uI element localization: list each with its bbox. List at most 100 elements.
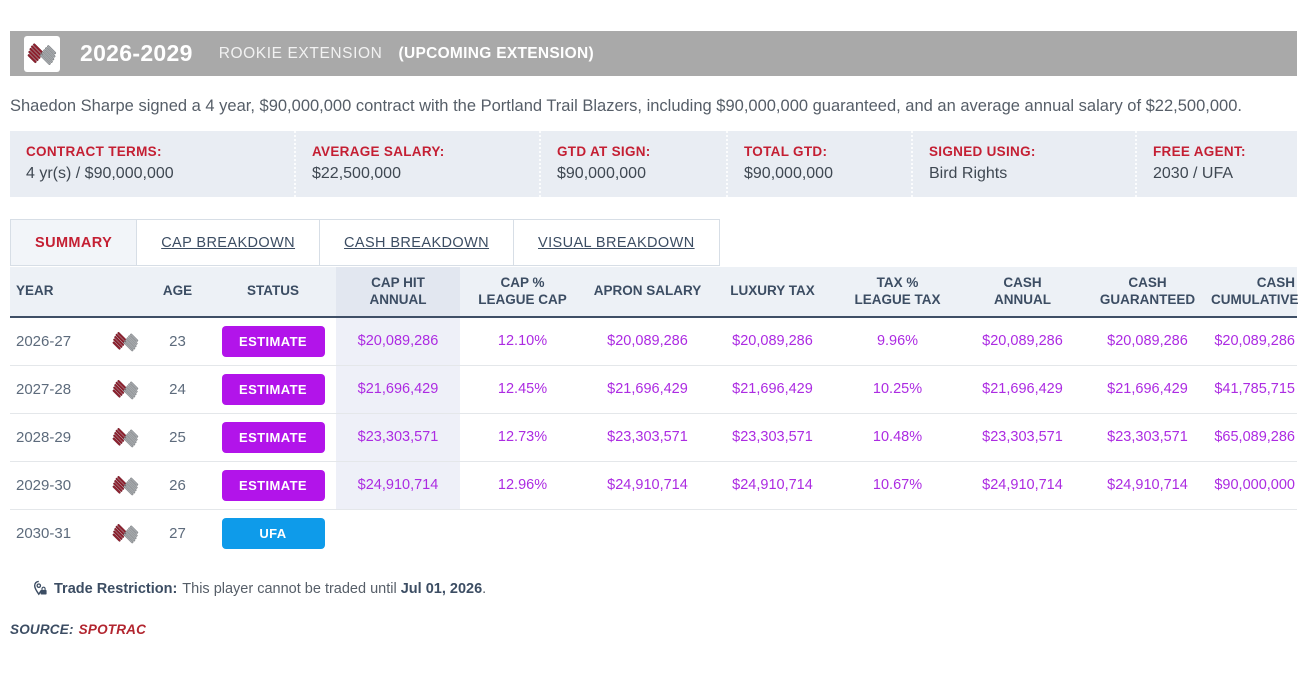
status-badge-estimate: ESTIMATE	[221, 469, 325, 501]
cell-cap_hit: $21,696,429	[336, 365, 460, 414]
cell-cap_hit: $20,089,286	[336, 317, 460, 366]
term-label: AVERAGE SALARY:	[312, 144, 445, 159]
cell-age: 24	[145, 365, 210, 414]
contract-terms-bar: CONTRACT TERMS: 4 yr(s) / $90,000,000 AV…	[10, 131, 1297, 197]
cell-age: 25	[145, 413, 210, 462]
tab-visual-breakdown-label: VISUAL BREAKDOWN	[538, 234, 695, 251]
cell-apron: $23,303,571	[585, 413, 710, 462]
tab-summary-label: SUMMARY	[35, 234, 113, 251]
table-row-2028-29: 2028-29 25 ESTIMATE $23,303,571 12.73% $23,30…	[10, 413, 1297, 462]
pin-lock-icon	[33, 580, 47, 596]
cell-apron: $24,910,714	[585, 461, 710, 510]
tab-cash-breakdown[interactable]: CASH BREAKDOWN	[320, 219, 515, 266]
cell-cash_cum: $20,089,286	[1210, 317, 1297, 366]
cell-tax_pct: 10.67%	[835, 461, 960, 510]
cell-status: ESTIMATE	[210, 317, 336, 366]
cell-cap_pct: 12.96%	[460, 461, 585, 510]
status-badge-estimate: ESTIMATE	[221, 421, 325, 453]
cell-year: 2028-29	[10, 413, 105, 462]
contract-page: 2026-2029 ROOKIE EXTENSION (UPCOMING EXT…	[10, 31, 1299, 637]
cell-cash_gtd: $23,303,571	[1085, 413, 1210, 462]
contract-note: (UPCOMING EXTENSION)	[398, 44, 594, 62]
term-contract-terms: CONTRACT TERMS: 4 yr(s) / $90,000,000	[10, 131, 296, 197]
column-header-cap_pct: CAP % LEAGUE CAP	[460, 267, 585, 318]
cell-apron	[585, 509, 710, 557]
column-header-cash_annual: CASH ANNUAL	[960, 267, 1085, 318]
contract-description: Shaedon Sharpe signed a 4 year, $90,000,…	[10, 97, 1242, 115]
breakdown-tabs: SUMMARY CAP BREAKDOWN CASH BREAKDOWN VIS…	[10, 219, 1297, 266]
trade-restriction-text: This player cannot be traded until Jul 0…	[182, 580, 487, 597]
trade-restriction-date: Jul 01, 2026	[400, 580, 483, 597]
column-header-cap_hit: CAP HIT ANNUAL	[336, 267, 460, 318]
tab-cap-breakdown[interactable]: CAP BREAKDOWN	[137, 219, 321, 266]
cell-cash_gtd: $24,910,714	[1085, 461, 1210, 510]
tab-visual-breakdown[interactable]: VISUAL BREAKDOWN	[514, 219, 720, 266]
term-value: $90,000,000	[557, 165, 646, 182]
term-total-gtd: TOTAL GTD: $90,000,000	[728, 131, 913, 197]
team-logo-icon[interactable]	[112, 424, 139, 451]
team-logo-icon[interactable]	[112, 472, 139, 499]
term-value: 2030 / UFA	[1153, 165, 1234, 182]
trade-restriction-note: Trade Restriction: This player cannot be…	[31, 580, 1297, 597]
column-header-status: STATUS	[210, 267, 336, 318]
cell-status: ESTIMATE	[210, 365, 336, 414]
cell-year: 2027-28	[10, 365, 105, 414]
tab-summary[interactable]: SUMMARY	[10, 219, 138, 266]
cell-logo	[105, 461, 145, 510]
cell-status: UFA	[210, 509, 336, 557]
cell-cash_gtd	[1085, 509, 1210, 557]
column-header-cash_cum: CASH CUMULATIVE	[1210, 267, 1299, 318]
cell-tax_pct: 9.96%	[835, 317, 960, 366]
contract-type: ROOKIE EXTENSION	[218, 44, 383, 62]
team-logo-icon[interactable]	[112, 328, 139, 355]
term-value: Bird Rights	[929, 165, 1008, 182]
cell-cap_pct: 12.10%	[460, 317, 585, 366]
source-link[interactable]: SPOTRAC	[78, 622, 147, 637]
table-row-2030-31: 2030-31 27 UFA	[10, 509, 1297, 557]
cell-age: 23	[145, 317, 210, 366]
cell-cash_cum: $65,089,286	[1210, 413, 1297, 462]
term-signed-using: SIGNED USING: Bird Rights	[913, 131, 1137, 197]
team-logo-icon[interactable]	[112, 520, 139, 547]
column-header-luxury: LUXURY TAX	[710, 267, 835, 318]
source-line: SOURCE: SPOTRAC	[10, 622, 1297, 637]
cell-luxury: $20,089,286	[710, 317, 835, 366]
term-label: CONTRACT TERMS:	[26, 144, 162, 159]
cell-status: ESTIMATE	[210, 413, 336, 462]
term-value: $22,500,000	[312, 165, 401, 182]
cell-cash_gtd: $20,089,286	[1085, 317, 1210, 366]
cell-tax_pct: 10.48%	[835, 413, 960, 462]
table-row-2029-30: 2029-30 26 ESTIMATE $24,910,714 12.96% $24,91…	[10, 461, 1297, 510]
team-logo-box	[24, 35, 60, 72]
table-body: 2026-27 23 ESTIMATE $20,089,286 12.10% $20,08…	[10, 317, 1297, 557]
column-header-logo	[105, 267, 145, 318]
cell-cash_annual: $20,089,286	[960, 317, 1085, 366]
term-label: SIGNED USING:	[929, 144, 1036, 159]
cell-luxury: $21,696,429	[710, 365, 835, 414]
cell-cash_annual: $21,696,429	[960, 365, 1085, 414]
term-value: 4 yr(s) / $90,000,000	[26, 165, 174, 182]
cell-age: 27	[169, 524, 186, 542]
table-header: YEAR AGE STATUS CAP HIT ANNUAL CAP % LEAGUE …	[10, 267, 1299, 318]
cell-cash_cum: $41,785,715	[1210, 365, 1297, 414]
contract-title-bar: 2026-2029 ROOKIE EXTENSION (UPCOMING EXT…	[10, 31, 1297, 76]
cell-cash_annual	[960, 509, 1085, 557]
cell-cash_annual: $23,303,571	[960, 413, 1085, 462]
term-free-agent: FREE AGENT: 2030 / UFA	[1137, 131, 1297, 197]
term-value: $90,000,000	[744, 165, 833, 182]
cell-apron: $20,089,286	[585, 317, 710, 366]
status-badge-estimate: ESTIMATE	[221, 373, 325, 405]
status-badge-ufa: UFA	[221, 517, 325, 549]
cell-logo	[105, 317, 145, 366]
cell-cap_hit: $24,910,714	[336, 461, 460, 510]
contract-years: 2026-2029	[80, 40, 193, 66]
term-label: TOTAL GTD:	[744, 144, 828, 159]
tab-cap-breakdown-label: CAP BREAKDOWN	[161, 234, 296, 251]
cell-cap_hit	[336, 509, 460, 557]
term-label: FREE AGENT:	[1153, 144, 1246, 159]
team-logo-icon[interactable]	[112, 376, 139, 403]
cell-tax_pct	[835, 509, 960, 557]
trade-restriction-label: Trade Restriction:	[54, 580, 178, 597]
cell-cash_annual: $24,910,714	[960, 461, 1085, 510]
cell-tax_pct: 10.25%	[835, 365, 960, 414]
